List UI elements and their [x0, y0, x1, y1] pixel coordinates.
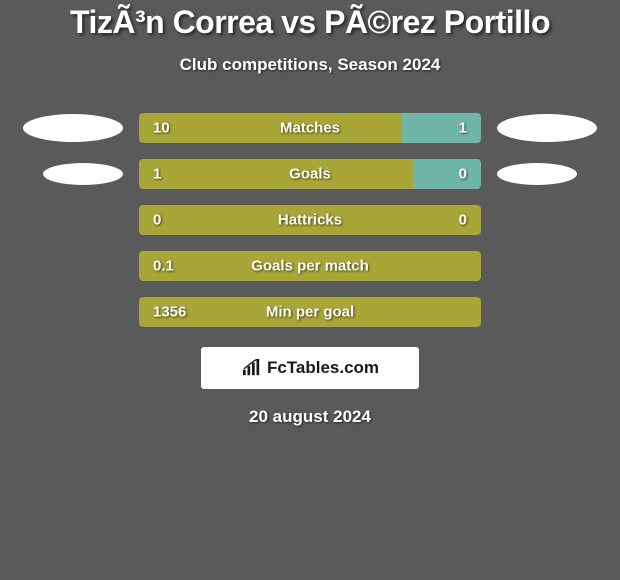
- player-avatar-right: [497, 114, 597, 142]
- stat-row: 0.1 Goals per match: [0, 251, 620, 281]
- stat-bar: 1356 Min per goal: [139, 297, 481, 327]
- stat-bar: 1 Goals 0: [139, 159, 481, 189]
- player-avatar-right: [497, 163, 577, 185]
- stat-row: 1 Goals 0: [0, 159, 620, 189]
- player-avatar-left: [43, 163, 123, 185]
- stat-label: Goals: [289, 166, 331, 183]
- date-text: 20 august 2024: [0, 407, 620, 427]
- bar-segment-left: [139, 113, 402, 143]
- stat-value-right: 1: [459, 120, 467, 137]
- stat-row: 1356 Min per goal: [0, 297, 620, 327]
- stat-label: Hattricks: [278, 212, 342, 229]
- player-avatar-left: [23, 114, 123, 142]
- stat-value-left: 1: [153, 166, 161, 183]
- page-title: TizÃ³n Correa vs PÃ©rez Portillo: [0, 4, 620, 41]
- bar-segment-right: [402, 113, 481, 143]
- stat-value-left: 0: [153, 212, 161, 229]
- stat-bar: 0.1 Goals per match: [139, 251, 481, 281]
- stat-label: Min per goal: [266, 304, 354, 321]
- stat-value-right: 0: [459, 166, 467, 183]
- stats-list: 10 Matches 1 1 Goals 0 0 Hattricks 0 0.1 Goals per…: [0, 113, 620, 327]
- brand-badge[interactable]: FcTables.com: [201, 347, 419, 389]
- stat-label: Matches: [280, 120, 340, 137]
- subtitle: Club competitions, Season 2024: [0, 55, 620, 75]
- stat-bar: 0 Hattricks 0: [139, 205, 481, 235]
- stat-value-right: 0: [459, 212, 467, 229]
- bar-segment-right: [413, 159, 481, 189]
- stat-label: Goals per match: [251, 258, 369, 275]
- stat-value-left: 10: [153, 120, 170, 137]
- stat-bar: 10 Matches 1: [139, 113, 481, 143]
- stat-value-left: 0.1: [153, 258, 174, 275]
- stat-value-left: 1356: [153, 304, 186, 321]
- bar-segment-left: [139, 159, 413, 189]
- chart-icon: [241, 359, 263, 377]
- comparison-card: TizÃ³n Correa vs PÃ©rez Portillo Club co…: [0, 0, 620, 427]
- stat-row: 0 Hattricks 0: [0, 205, 620, 235]
- brand-text: FcTables.com: [267, 358, 379, 378]
- stat-row: 10 Matches 1: [0, 113, 620, 143]
